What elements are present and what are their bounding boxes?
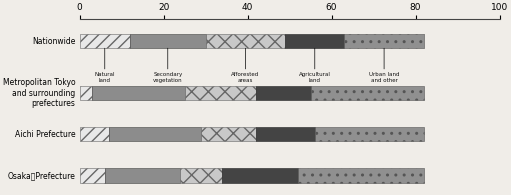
Bar bbox=[311, 86, 424, 100]
Bar bbox=[130, 34, 205, 48]
Bar bbox=[256, 127, 315, 142]
Text: Afforested
areas: Afforested areas bbox=[231, 48, 260, 82]
Bar bbox=[105, 168, 180, 183]
Bar bbox=[80, 168, 105, 183]
Bar bbox=[184, 86, 256, 100]
Bar bbox=[80, 86, 92, 100]
Bar bbox=[222, 168, 298, 183]
Bar bbox=[201, 127, 256, 142]
Bar bbox=[80, 127, 109, 142]
Bar bbox=[256, 86, 311, 100]
Bar bbox=[205, 34, 285, 48]
Bar bbox=[298, 168, 424, 183]
Bar bbox=[80, 34, 130, 48]
Text: Natural
land: Natural land bbox=[95, 48, 115, 82]
Bar bbox=[92, 86, 184, 100]
Bar bbox=[344, 34, 424, 48]
Text: Secondary
vegetation: Secondary vegetation bbox=[153, 48, 182, 82]
Text: Agricultural
land: Agricultural land bbox=[299, 48, 331, 82]
Text: Urban land
and other: Urban land and other bbox=[369, 48, 399, 82]
Bar bbox=[180, 168, 222, 183]
Bar bbox=[315, 127, 424, 142]
Bar bbox=[285, 34, 344, 48]
Bar bbox=[109, 127, 201, 142]
